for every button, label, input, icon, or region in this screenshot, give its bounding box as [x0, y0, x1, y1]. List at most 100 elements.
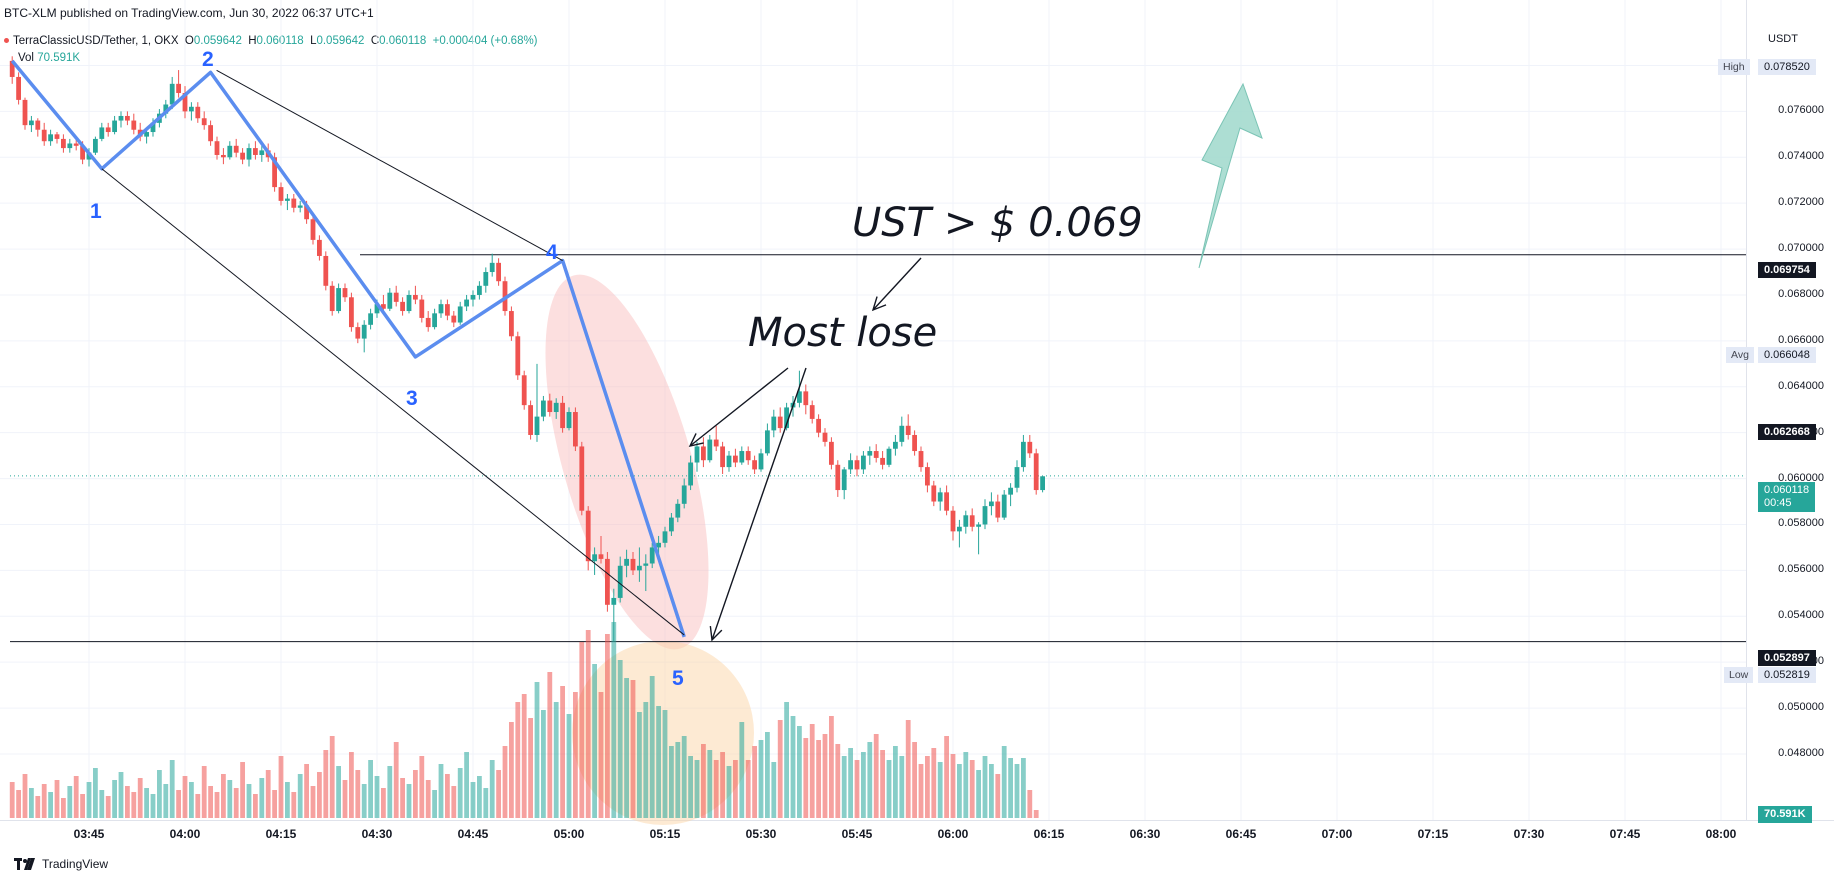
footer-brand[interactable]: TradingView [14, 857, 108, 871]
volume-bar [617, 660, 623, 818]
volume-bar [483, 788, 489, 818]
volume-bar [912, 742, 917, 818]
volume-bar [137, 778, 143, 818]
volume-bar [886, 760, 892, 818]
candle-body [611, 597, 617, 605]
volume-bar [93, 768, 98, 818]
volume-bar [214, 792, 220, 818]
candle-body [598, 554, 604, 559]
volume-bar [445, 774, 450, 818]
candle-body [899, 425, 905, 442]
candle-body [438, 304, 444, 314]
candle-body [803, 391, 809, 406]
volume-bar [982, 756, 988, 818]
chart-grid [0, 0, 1746, 820]
candle-body [73, 143, 79, 146]
volume-bar [86, 782, 92, 818]
volume-bar [35, 796, 41, 818]
candle-body [297, 205, 303, 208]
candle-body [470, 294, 476, 300]
volume-bar [816, 740, 821, 818]
candle-body [969, 515, 975, 527]
volume-bar [208, 786, 213, 818]
candle-body [195, 106, 201, 119]
candle-body [720, 446, 725, 468]
volume-bar [797, 726, 802, 818]
volume-bar [630, 680, 636, 818]
candle-body [169, 83, 175, 105]
volume-bar [611, 622, 617, 818]
volume-bar [649, 676, 655, 818]
candle-body [221, 154, 226, 158]
candle-body [745, 451, 751, 461]
volume-bar [624, 678, 629, 818]
support-price-tag: 0.052897 [1758, 650, 1816, 666]
candle-body [605, 558, 610, 605]
volume-bar [381, 788, 386, 818]
high-key-tag: High [1718, 59, 1750, 75]
price-axis-border [1746, 0, 1747, 820]
volume-bar [950, 754, 956, 818]
volume-bar [1027, 790, 1033, 818]
volume-bar [131, 792, 137, 818]
wave-label-3[interactable]: 3 [406, 387, 418, 410]
candle-body [406, 294, 412, 312]
time-axis-border [0, 820, 1834, 821]
volume-bar [790, 716, 796, 818]
volume-bar [803, 738, 809, 818]
volume-bar [489, 760, 495, 818]
candle-body [272, 157, 277, 188]
candle-body [393, 292, 399, 302]
volume-bar [323, 750, 329, 818]
volume-bar [150, 794, 156, 818]
low-value: 0.059642 [316, 35, 365, 47]
price-tick-label: 0.064000 [1778, 379, 1824, 392]
candle-body [624, 558, 629, 566]
most-lose-annotation[interactable]: Most lose [748, 310, 938, 356]
candle-body [726, 455, 732, 468]
candle-body [496, 262, 501, 282]
target-up-arrow-icon [1198, 82, 1263, 269]
channel-upper-line [216, 69, 563, 261]
candle-body [688, 462, 693, 486]
candle-body [643, 563, 649, 566]
bar-countdown: 00:45 [1764, 497, 1792, 509]
volume-bar [285, 782, 290, 818]
candle-body [483, 272, 489, 286]
wave-label-4[interactable]: 4 [546, 241, 558, 264]
close-value: 0.060118 [379, 35, 427, 47]
candle-body [1014, 467, 1020, 488]
candle-body [573, 412, 578, 447]
candle-body [880, 457, 885, 465]
candle-body [1001, 494, 1007, 518]
volume-bar [125, 786, 130, 818]
candle-body [387, 292, 393, 309]
volume-bar [918, 764, 924, 818]
candle-body [361, 324, 367, 339]
volume-bar [451, 786, 457, 818]
candle-body [291, 198, 297, 208]
volume-bar [425, 780, 431, 818]
price-tick-label: 0.050000 [1778, 701, 1824, 714]
volume-bar [265, 770, 271, 818]
wave-label-2[interactable]: 2 [202, 48, 214, 71]
candle-body [835, 464, 841, 491]
volume-bar [1001, 746, 1007, 818]
candle-body [944, 492, 949, 511]
time-tick-label: 04:15 [265, 827, 297, 841]
wave-label-1[interactable]: 1 [90, 200, 102, 223]
volume-bar [976, 770, 981, 818]
volume-bar [694, 760, 700, 818]
volume-bar [361, 784, 367, 818]
symbol-name[interactable]: TerraClassicUSD/Tether, 1, OKX [13, 35, 179, 47]
candle-body [707, 439, 713, 461]
volume-bar [669, 746, 674, 818]
candle-body [976, 524, 981, 527]
candle-body [816, 418, 821, 433]
volume-bar [989, 764, 994, 818]
target-annotation[interactable]: UST > $ 0.069 [852, 200, 1143, 246]
volume-bar [509, 722, 514, 818]
volume-key[interactable]: Vol [18, 52, 34, 64]
wave-label-5[interactable]: 5 [672, 667, 684, 690]
